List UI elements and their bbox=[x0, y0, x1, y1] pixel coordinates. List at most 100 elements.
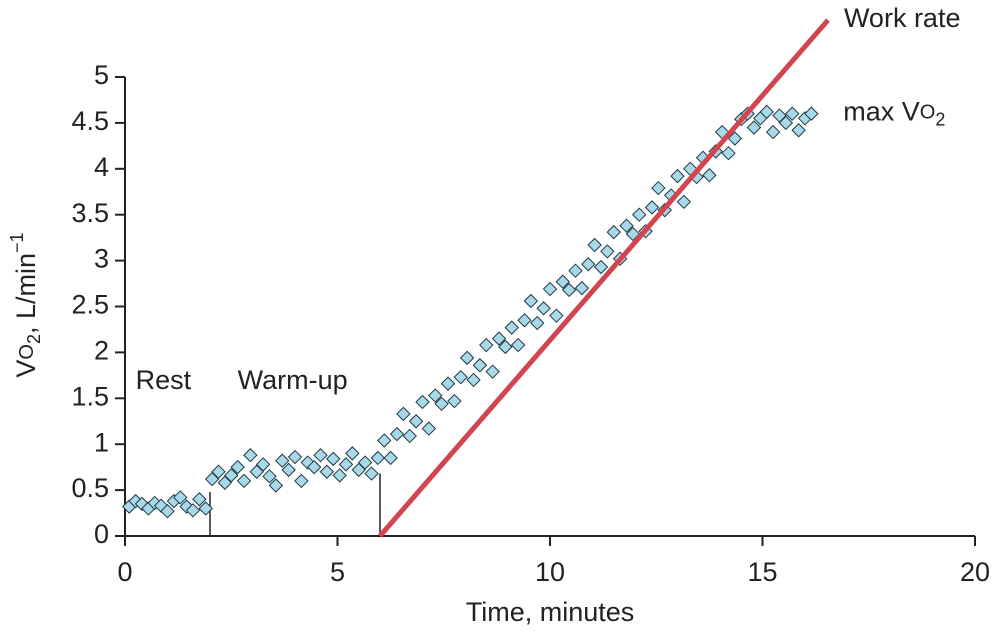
y-tick-label: 3.5 bbox=[71, 198, 109, 228]
y-tick-label: 4.5 bbox=[71, 106, 109, 136]
y-tick-label: 1.5 bbox=[71, 381, 109, 411]
data-point bbox=[275, 453, 290, 468]
data-point bbox=[364, 466, 379, 481]
data-point bbox=[287, 449, 303, 465]
data-point bbox=[236, 473, 252, 489]
data-point bbox=[459, 350, 475, 366]
max-label-part: O bbox=[920, 102, 936, 124]
data-point bbox=[306, 459, 322, 475]
data-point bbox=[402, 428, 417, 444]
data-point bbox=[249, 464, 264, 479]
data-point bbox=[217, 475, 233, 490]
data-point bbox=[294, 473, 309, 489]
data-point bbox=[351, 462, 366, 478]
data-point bbox=[600, 244, 615, 259]
data-point bbox=[542, 281, 558, 297]
data-point bbox=[593, 259, 609, 275]
work-rate-label: Work rate bbox=[844, 3, 961, 33]
data-point bbox=[778, 115, 794, 131]
data-point bbox=[179, 499, 194, 514]
y-label-part: −1 bbox=[7, 232, 27, 253]
data-point bbox=[440, 376, 456, 391]
data-point bbox=[192, 492, 207, 507]
data-point bbox=[485, 364, 500, 379]
x-tick-label: 15 bbox=[747, 557, 777, 587]
data-point bbox=[536, 301, 551, 316]
data-point bbox=[224, 468, 239, 483]
data-point bbox=[173, 490, 188, 505]
y-label-part: 2 bbox=[24, 334, 44, 344]
annotation: Warm-up bbox=[238, 365, 348, 395]
data-point bbox=[804, 106, 819, 121]
y-tick-label: 4 bbox=[94, 152, 109, 182]
data-point bbox=[198, 501, 213, 516]
data-point bbox=[415, 394, 430, 410]
data-point bbox=[472, 358, 488, 373]
data-point bbox=[268, 478, 284, 493]
data-point bbox=[230, 459, 245, 475]
data-point bbox=[408, 414, 424, 429]
data-point bbox=[447, 393, 462, 409]
data-point bbox=[357, 455, 373, 470]
data-point bbox=[428, 388, 443, 403]
y-tick-label: 2.5 bbox=[71, 290, 109, 320]
data-point bbox=[255, 457, 271, 472]
x-tick-label: 10 bbox=[535, 557, 565, 587]
data-point bbox=[243, 448, 258, 463]
max-label-part: 2 bbox=[935, 109, 945, 129]
x-tick-label: 0 bbox=[117, 557, 132, 587]
data-point bbox=[644, 200, 660, 215]
data-point bbox=[160, 504, 175, 519]
data-point bbox=[377, 433, 392, 448]
data-point bbox=[561, 282, 577, 298]
data-point bbox=[332, 468, 347, 483]
data-point bbox=[555, 274, 570, 289]
max-label: max VO2 bbox=[843, 97, 945, 130]
data-point bbox=[702, 168, 717, 183]
data-point bbox=[434, 396, 449, 412]
data-point bbox=[619, 218, 634, 233]
data-point bbox=[632, 207, 647, 222]
data-point bbox=[721, 145, 736, 161]
data-point bbox=[581, 257, 596, 272]
y-label-part: , L/min bbox=[11, 253, 41, 334]
data-point bbox=[479, 337, 494, 353]
data-point bbox=[568, 263, 583, 278]
max-label-part: max V bbox=[843, 97, 920, 127]
data-point bbox=[746, 120, 762, 135]
data-point bbox=[313, 448, 328, 463]
data-point bbox=[262, 469, 277, 484]
data-point bbox=[504, 320, 519, 335]
data-point bbox=[185, 503, 201, 518]
data-point bbox=[587, 237, 602, 253]
data-point bbox=[498, 339, 513, 355]
data-point bbox=[491, 331, 507, 346]
data-point bbox=[466, 372, 481, 388]
data-point bbox=[370, 450, 386, 466]
data-point bbox=[791, 123, 806, 138]
annotation: Rest bbox=[136, 365, 192, 395]
data-point bbox=[338, 457, 354, 472]
data-point bbox=[759, 104, 774, 120]
x-axis-label: Time, minutes bbox=[466, 597, 635, 627]
data-point bbox=[421, 421, 437, 436]
data-point bbox=[389, 426, 405, 442]
data-point bbox=[727, 131, 743, 146]
data-point bbox=[383, 450, 398, 466]
data-point bbox=[326, 451, 341, 467]
data-point bbox=[549, 308, 564, 323]
data-point bbox=[204, 471, 220, 487]
data-point bbox=[211, 464, 226, 479]
data-point bbox=[517, 313, 532, 328]
data-point bbox=[574, 280, 590, 296]
data-point bbox=[772, 108, 787, 123]
x-tick-label: 20 bbox=[960, 557, 990, 587]
data-point bbox=[606, 224, 621, 240]
data-point bbox=[345, 446, 360, 461]
data-point bbox=[676, 194, 692, 210]
data-point bbox=[530, 315, 545, 331]
data-point bbox=[765, 124, 781, 140]
y-tick-label: 0.5 bbox=[71, 473, 109, 503]
data-point bbox=[785, 106, 800, 121]
